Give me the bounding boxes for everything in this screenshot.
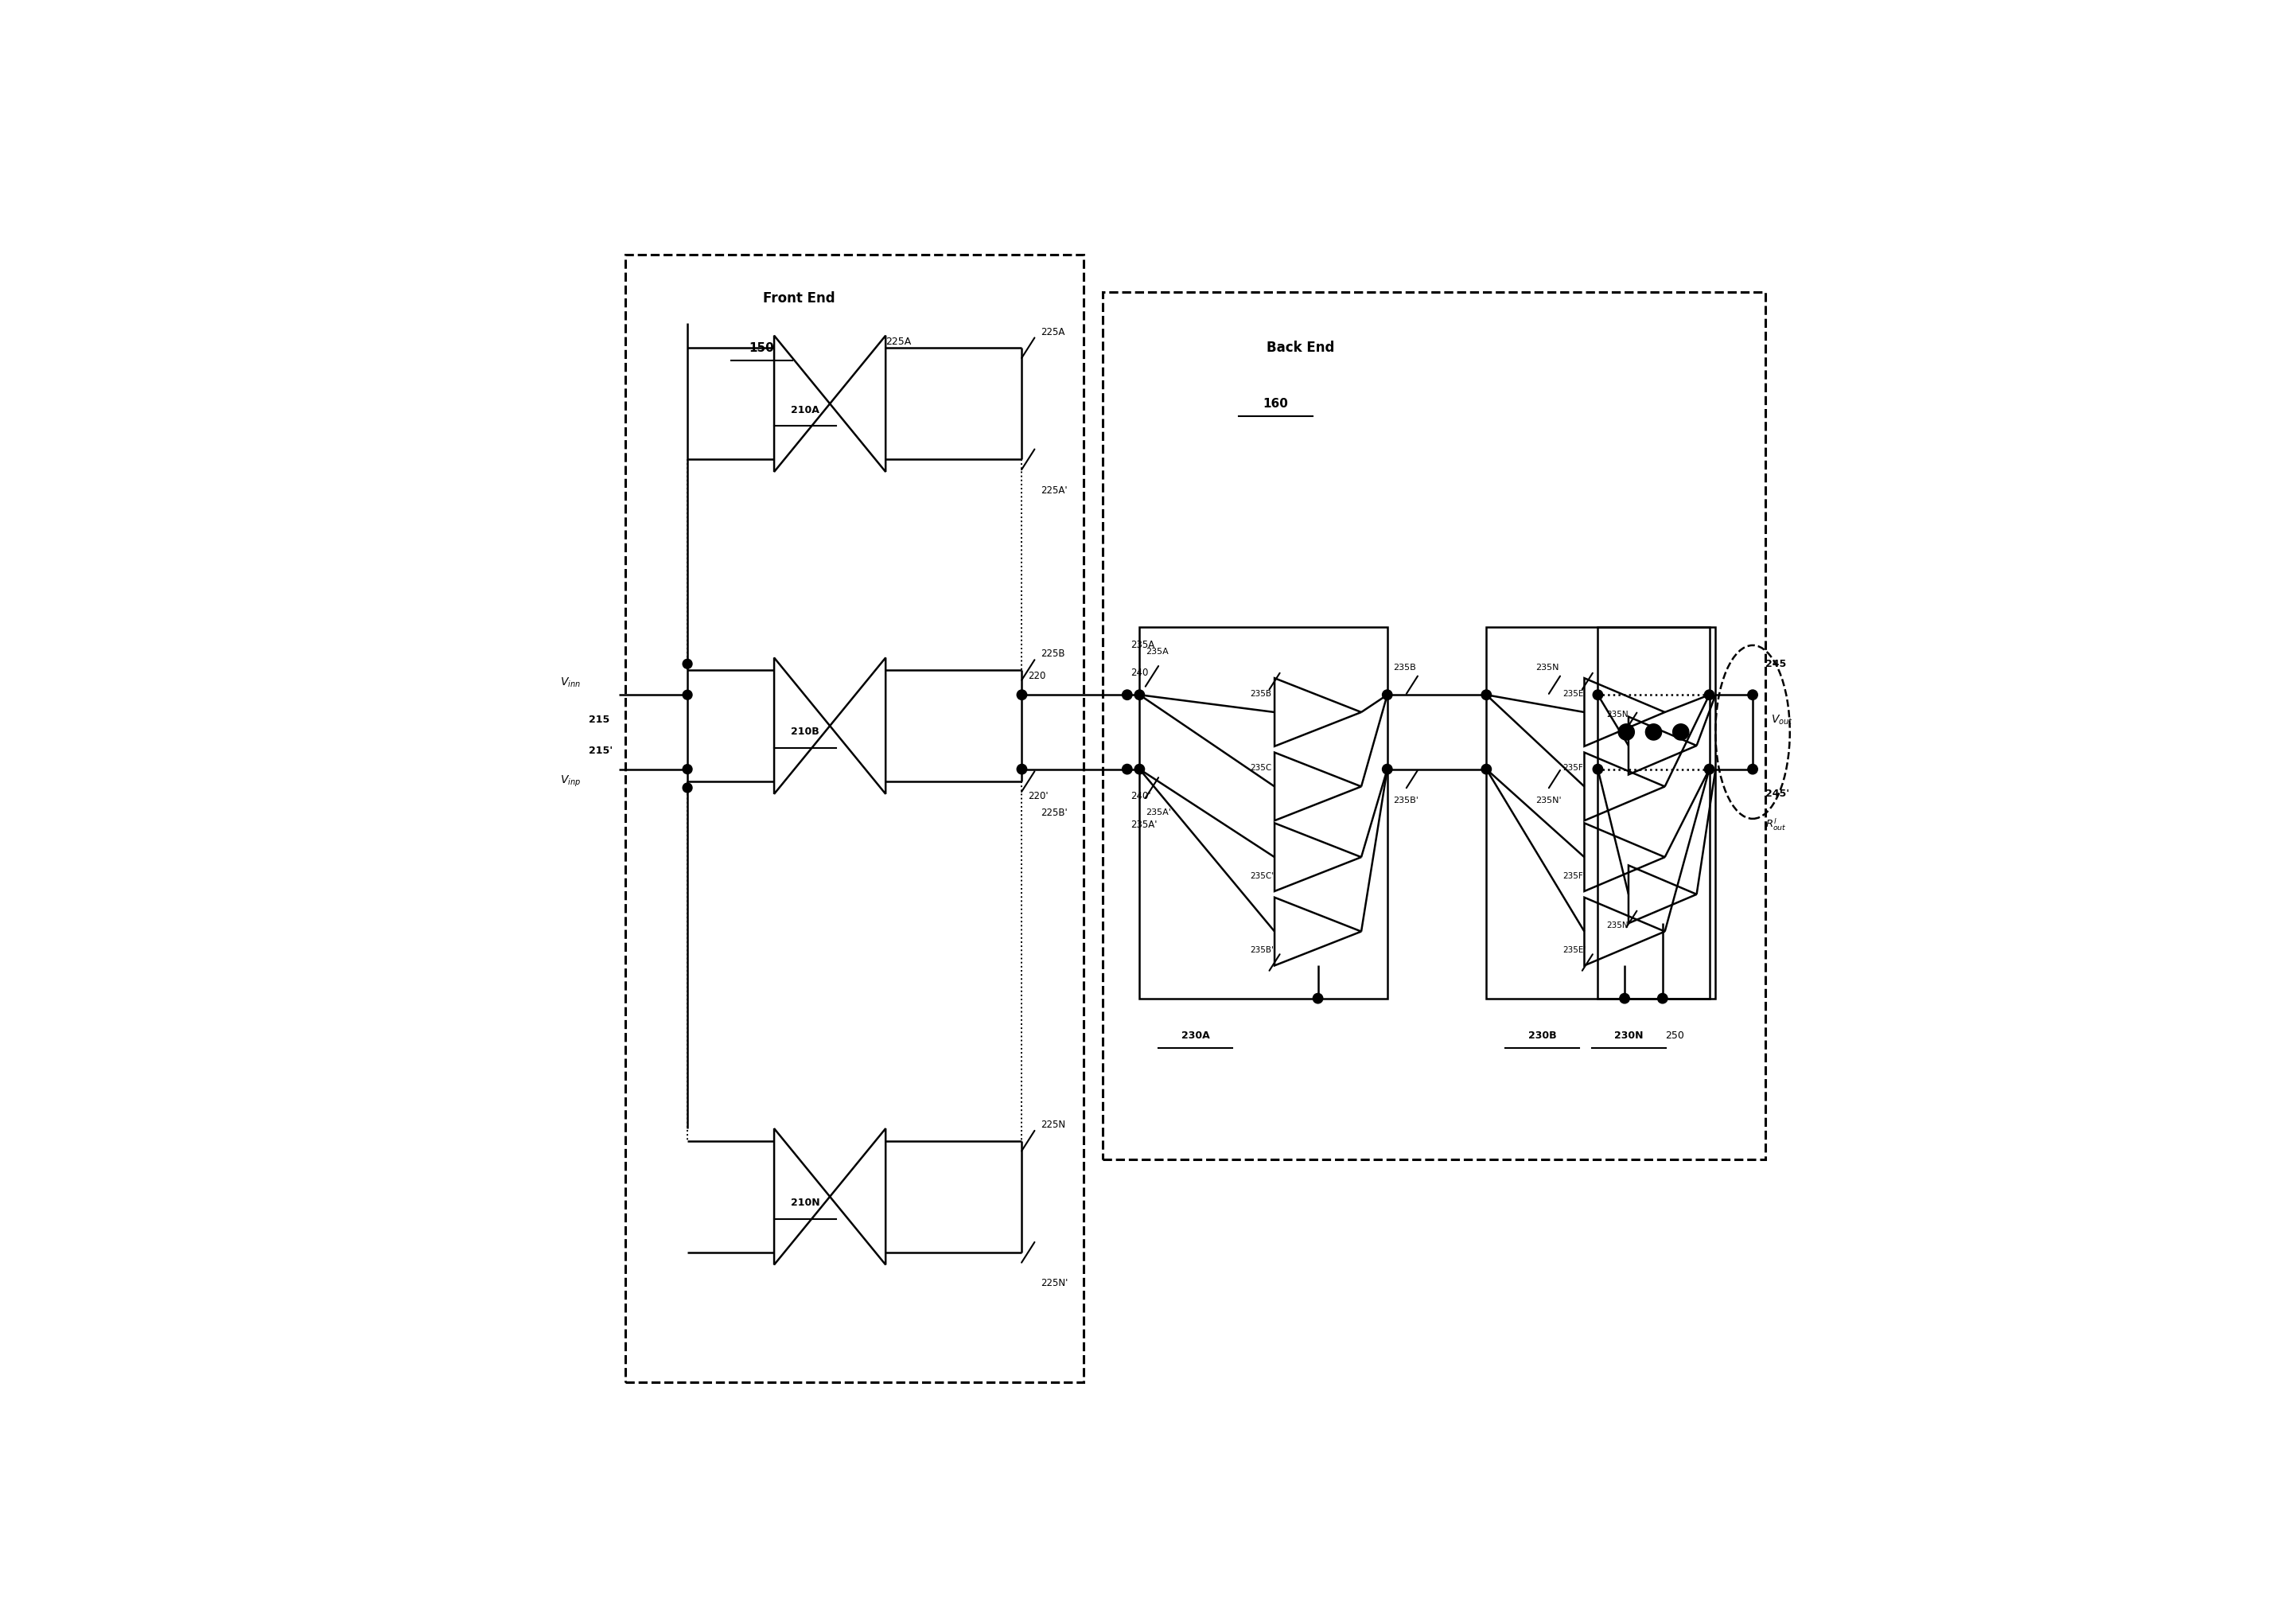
Text: 235N: 235N bbox=[1536, 663, 1559, 671]
Text: 235N': 235N' bbox=[1607, 922, 1630, 930]
Circle shape bbox=[682, 764, 691, 774]
Text: 235N: 235N bbox=[1607, 711, 1628, 719]
Text: 245: 245 bbox=[1766, 658, 1786, 669]
Circle shape bbox=[1382, 690, 1391, 700]
Circle shape bbox=[1747, 690, 1759, 700]
Text: 235C': 235C' bbox=[1249, 872, 1274, 880]
Text: Front End: Front End bbox=[762, 291, 836, 306]
Bar bbox=[1139, 626, 1387, 998]
Circle shape bbox=[1674, 724, 1690, 740]
Text: 235A': 235A' bbox=[1146, 809, 1171, 816]
Text: 230N: 230N bbox=[1614, 1030, 1644, 1041]
Circle shape bbox=[1123, 764, 1132, 774]
Bar bbox=[1102, 293, 1766, 1160]
Text: 235A': 235A' bbox=[1132, 819, 1157, 830]
Text: 150: 150 bbox=[748, 343, 774, 354]
Bar bbox=[1598, 626, 1715, 998]
Text: 235N': 235N' bbox=[1536, 796, 1561, 804]
Text: 235A: 235A bbox=[1146, 647, 1169, 655]
Circle shape bbox=[682, 784, 691, 793]
Text: 225B: 225B bbox=[1040, 648, 1065, 660]
Text: 210B: 210B bbox=[790, 727, 820, 737]
Circle shape bbox=[1704, 764, 1715, 774]
Text: 220': 220' bbox=[1029, 792, 1049, 801]
Circle shape bbox=[1658, 993, 1667, 1004]
Text: 235C: 235C bbox=[1249, 764, 1272, 772]
Circle shape bbox=[1646, 724, 1662, 740]
Circle shape bbox=[1619, 993, 1630, 1004]
Text: 235E: 235E bbox=[1564, 690, 1584, 698]
Text: 235B: 235B bbox=[1249, 690, 1272, 698]
Text: 225A: 225A bbox=[1040, 327, 1065, 336]
Text: $V_{out}$: $V_{out}$ bbox=[1770, 713, 1793, 726]
Bar bbox=[625, 254, 1084, 1382]
Text: 225N: 225N bbox=[1040, 1120, 1065, 1130]
Text: 225B': 225B' bbox=[1040, 808, 1068, 817]
Bar bbox=[1486, 626, 1708, 998]
Text: 250: 250 bbox=[1665, 1030, 1685, 1041]
Text: 235F': 235F' bbox=[1564, 872, 1587, 880]
Circle shape bbox=[1593, 764, 1603, 774]
Circle shape bbox=[1017, 764, 1026, 774]
Circle shape bbox=[1017, 690, 1026, 700]
Circle shape bbox=[1382, 764, 1391, 774]
Text: 225A': 225A' bbox=[1040, 486, 1068, 496]
Circle shape bbox=[1123, 690, 1132, 700]
Circle shape bbox=[1481, 690, 1492, 700]
Text: $R_{out}^{l}$: $R_{out}^{l}$ bbox=[1766, 817, 1786, 832]
Text: 240: 240 bbox=[1132, 668, 1148, 677]
Text: 235F: 235F bbox=[1564, 764, 1584, 772]
Circle shape bbox=[1313, 993, 1322, 1004]
Circle shape bbox=[1481, 764, 1492, 774]
Text: 225N': 225N' bbox=[1040, 1278, 1068, 1289]
Text: 215': 215' bbox=[588, 745, 613, 756]
Text: 220: 220 bbox=[1029, 671, 1047, 682]
Text: Back End: Back End bbox=[1267, 341, 1334, 356]
Text: 210N: 210N bbox=[790, 1197, 820, 1208]
Text: 240': 240' bbox=[1132, 792, 1150, 801]
Circle shape bbox=[1134, 764, 1143, 774]
Text: 230A: 230A bbox=[1180, 1030, 1210, 1041]
Circle shape bbox=[1134, 690, 1143, 700]
Text: 210A: 210A bbox=[790, 405, 820, 415]
Text: 225A: 225A bbox=[886, 336, 912, 348]
Circle shape bbox=[682, 660, 691, 669]
Text: $V_{inn}$: $V_{inn}$ bbox=[560, 676, 581, 689]
Circle shape bbox=[682, 690, 691, 700]
Circle shape bbox=[1619, 724, 1635, 740]
Circle shape bbox=[1747, 764, 1759, 774]
Text: 235B': 235B' bbox=[1249, 946, 1274, 954]
Circle shape bbox=[1704, 690, 1715, 700]
Text: $V_{inp}$: $V_{inp}$ bbox=[560, 774, 581, 788]
Text: 235B: 235B bbox=[1394, 663, 1417, 671]
Text: 160: 160 bbox=[1263, 397, 1288, 410]
Text: 215: 215 bbox=[588, 714, 608, 724]
Text: 230B: 230B bbox=[1527, 1030, 1557, 1041]
Text: 245': 245' bbox=[1766, 788, 1789, 800]
Text: 235E': 235E' bbox=[1564, 946, 1587, 954]
Circle shape bbox=[1593, 690, 1603, 700]
Text: 235A: 235A bbox=[1132, 640, 1155, 650]
Text: 235B': 235B' bbox=[1394, 796, 1419, 804]
